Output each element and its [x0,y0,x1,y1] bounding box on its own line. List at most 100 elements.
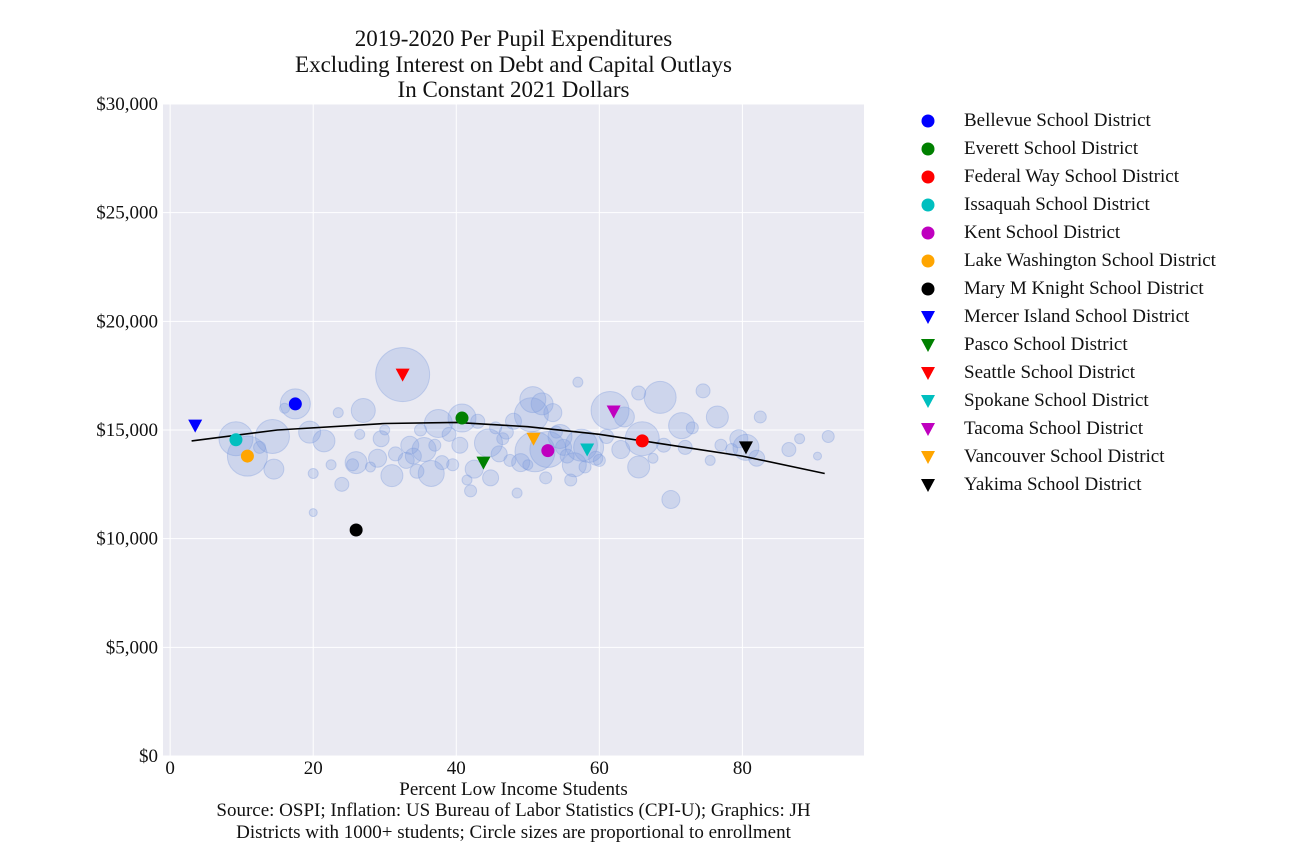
district-bubble [428,438,442,452]
legend-label: Spokane School District [964,390,1149,411]
district-bubble [461,474,473,486]
legend-swatch [921,395,935,408]
lake-washington-school-district-marker [240,449,254,463]
y-tick-label: $15,000 [96,420,158,441]
district-bubble [307,467,319,479]
circle-marker-icon [921,170,935,184]
mary-m-knight-school-district-marker [349,523,363,537]
district-bubble [372,430,390,448]
district-bubble [685,421,699,435]
triangle-down-marker-icon [921,395,935,408]
legend-label: Seattle School District [964,362,1135,383]
district-bubble [489,421,503,435]
grid-lines [163,103,864,757]
district-bubble [380,464,404,488]
district-bubble [813,451,823,461]
legend-item: Yakima School District [918,471,1216,499]
district-bubble [588,450,604,466]
district-bubble [781,442,797,458]
district-bubble [549,425,563,439]
legend-label: Lake Washington School District [964,250,1216,271]
district-bubble [578,460,592,474]
district-bubble [513,397,549,433]
legend-swatch [921,170,935,184]
enrollment-note: Districts with 1000+ students; Circle si… [236,822,791,843]
legend-label: Federal Way School District [964,166,1179,187]
legend-swatch [921,254,935,268]
district-bubble [308,508,318,518]
x-tick-label: 40 [447,758,466,779]
legend-swatch [921,114,935,128]
legend-item: Vancouver School District [918,443,1216,471]
issaquah-school-district-marker [229,433,243,447]
title-line-2: Excluding Interest on Debt and Capital O… [295,51,732,77]
circle-marker-icon [921,282,935,296]
district-bubble [631,385,647,401]
district-bubble [325,459,337,471]
x-tick-label: 60 [590,758,609,779]
district-bubble [753,410,767,424]
legend-label: Everett School District [964,138,1139,159]
spokane-school-district-marker [580,443,595,457]
district-bubble [490,445,508,463]
district-bubble [350,397,376,423]
x-tick-label: 80 [733,758,752,779]
legend-swatch [921,423,935,436]
district-bubble [514,431,556,473]
district-bubble [397,451,415,469]
legend-swatch [921,339,935,352]
district-bubble [253,440,267,454]
legend-label: Vancouver School District [964,446,1165,467]
y-tick-label: $25,000 [96,203,158,224]
district-bubble [409,463,425,479]
district-bubble [464,459,484,479]
district-bubble [511,487,523,499]
x-axis-label: Percent Low Income Students [399,779,628,800]
chart-title: 2019-2020 Per Pupil Expenditures Excludi… [163,26,864,103]
kent-school-district-marker [541,444,555,458]
district-bubble [379,424,391,436]
district-bubble [543,403,563,423]
legend-label: Yakima School District [964,474,1142,495]
legend-swatch [921,451,935,464]
seattle-school-district-marker [395,368,410,382]
legend-item: Spokane School District [918,387,1216,415]
district-bubble [661,490,681,510]
legend-item: Lake Washington School District [918,247,1216,275]
triangle-down-marker-icon [921,451,935,464]
y-tick-label: $5,000 [106,637,158,658]
y-tick-label: $0 [139,746,158,767]
legend-item: Federal Way School District [918,163,1216,191]
district-bubble [647,452,659,464]
legend-label: Tacoma School District [964,418,1144,439]
highlighted-districts [188,368,753,537]
district-bubble [559,448,575,464]
district-bubble [312,429,336,453]
district-bubble [668,412,696,440]
legend-item: Seattle School District [918,359,1216,387]
district-bubble [263,458,285,480]
district-bubble [748,449,766,467]
legend-item: Mercer Island School District [918,303,1216,331]
district-bubble [364,461,376,473]
legend-item: Tacoma School District [918,415,1216,443]
pasco-school-district-marker [476,456,491,470]
district-bubble [354,428,366,440]
everett-school-district-marker [455,411,469,425]
district-bubble [561,452,587,478]
district-bubble [821,430,835,444]
district-bubble [572,376,584,388]
district-bubble [627,455,651,479]
legend-swatch [921,479,935,492]
district-bubble [334,476,350,492]
district-bubble [705,405,729,429]
triangle-down-marker-icon [921,367,935,380]
circle-marker-icon [921,198,935,212]
legend-label: Pasco School District [964,334,1128,355]
district-bubble [511,453,531,473]
district-bubble [539,471,553,485]
mercer-island-school-district-marker [188,419,203,433]
legend-swatch [921,282,935,296]
legend-item: Mary M Knight School District [918,275,1216,303]
